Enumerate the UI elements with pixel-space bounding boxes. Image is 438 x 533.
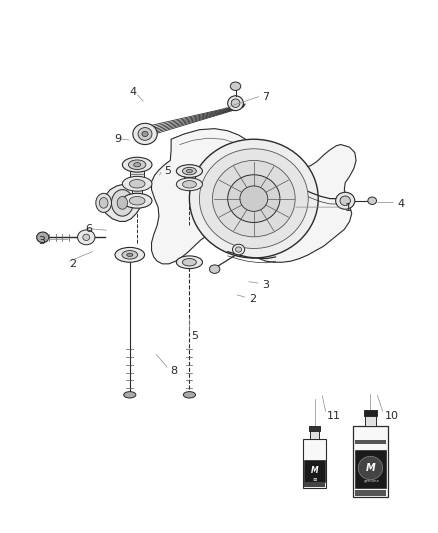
Ellipse shape <box>184 392 195 398</box>
Bar <box>303 439 326 488</box>
Bar <box>304 459 325 482</box>
Bar <box>311 430 319 439</box>
Ellipse shape <box>177 178 202 191</box>
Ellipse shape <box>122 251 138 259</box>
Ellipse shape <box>336 192 355 209</box>
Ellipse shape <box>122 157 152 172</box>
Ellipse shape <box>368 197 377 205</box>
Ellipse shape <box>124 392 136 398</box>
Ellipse shape <box>358 456 383 480</box>
Ellipse shape <box>37 232 49 243</box>
Text: 9: 9 <box>115 134 122 144</box>
Ellipse shape <box>212 160 295 237</box>
Bar <box>355 490 386 496</box>
Bar <box>184 173 194 183</box>
Ellipse shape <box>122 176 152 191</box>
Text: 5: 5 <box>164 166 171 176</box>
Ellipse shape <box>228 96 244 111</box>
Ellipse shape <box>230 82 241 91</box>
Ellipse shape <box>129 180 145 188</box>
Text: 2: 2 <box>69 259 76 269</box>
Ellipse shape <box>233 244 245 255</box>
Ellipse shape <box>183 167 196 175</box>
Bar <box>364 410 377 416</box>
Ellipse shape <box>133 123 157 144</box>
Text: M: M <box>366 463 375 473</box>
Text: 1: 1 <box>345 203 352 213</box>
Ellipse shape <box>117 197 127 209</box>
Ellipse shape <box>134 163 141 167</box>
Bar <box>355 450 386 488</box>
Text: 11: 11 <box>327 411 341 421</box>
Bar <box>309 425 321 431</box>
Text: 8: 8 <box>170 367 177 376</box>
Text: 10: 10 <box>385 411 399 421</box>
Ellipse shape <box>231 99 240 108</box>
Text: 3: 3 <box>39 236 46 246</box>
Ellipse shape <box>96 193 112 213</box>
Ellipse shape <box>142 131 148 136</box>
Ellipse shape <box>129 197 145 205</box>
Bar <box>353 425 388 497</box>
Ellipse shape <box>115 247 145 262</box>
Ellipse shape <box>228 175 280 222</box>
Ellipse shape <box>177 256 202 269</box>
Text: 3: 3 <box>262 280 269 290</box>
Bar <box>355 440 386 444</box>
Ellipse shape <box>199 149 308 248</box>
Ellipse shape <box>83 234 90 240</box>
Ellipse shape <box>177 165 202 177</box>
Ellipse shape <box>340 196 350 206</box>
Text: genuine: genuine <box>364 479 380 483</box>
Text: 6: 6 <box>85 224 92 235</box>
Ellipse shape <box>186 169 192 173</box>
Ellipse shape <box>189 139 318 258</box>
Ellipse shape <box>99 198 108 208</box>
Ellipse shape <box>127 253 133 256</box>
Text: 2: 2 <box>250 294 257 304</box>
Bar <box>304 482 325 487</box>
Ellipse shape <box>128 160 146 169</box>
Ellipse shape <box>112 190 133 216</box>
Ellipse shape <box>183 181 196 188</box>
Polygon shape <box>152 128 356 264</box>
Ellipse shape <box>240 186 268 212</box>
Text: 4: 4 <box>397 199 405 209</box>
Ellipse shape <box>209 265 220 273</box>
Text: 4: 4 <box>130 86 137 96</box>
Bar <box>132 186 142 199</box>
Bar <box>365 415 376 425</box>
Text: 5: 5 <box>191 332 198 342</box>
Text: 7: 7 <box>262 92 270 102</box>
Ellipse shape <box>138 127 152 140</box>
Ellipse shape <box>78 230 95 245</box>
Text: M: M <box>311 466 318 474</box>
Bar <box>130 167 144 182</box>
Polygon shape <box>104 184 141 221</box>
Ellipse shape <box>122 193 152 208</box>
Ellipse shape <box>236 247 242 252</box>
Ellipse shape <box>183 259 196 266</box>
Text: ≡: ≡ <box>312 476 317 481</box>
